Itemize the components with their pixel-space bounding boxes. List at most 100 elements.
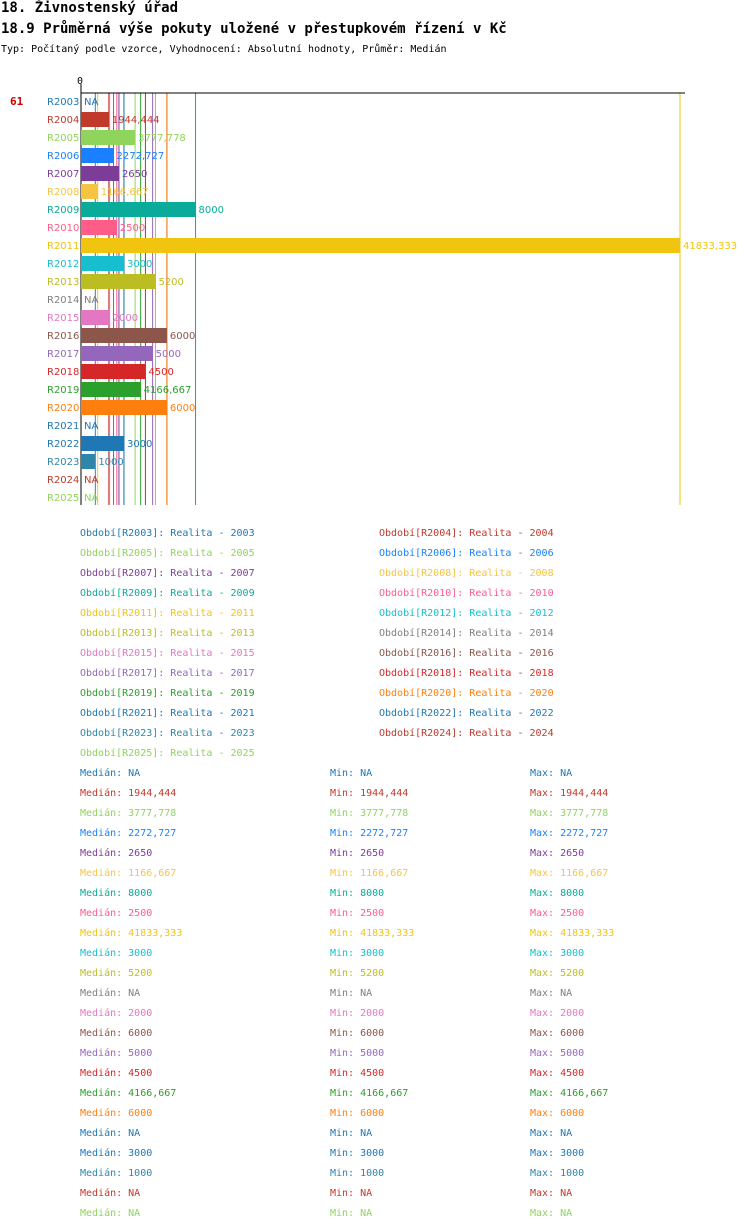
category-label: R2018 xyxy=(47,367,79,378)
category-label: R2007 xyxy=(47,169,79,180)
data-label: NA xyxy=(84,97,98,108)
stats-min: Min: 2500 xyxy=(330,908,385,919)
bar xyxy=(81,112,109,127)
category-label: R2019 xyxy=(47,385,79,396)
stats-min: Min: 4166,667 xyxy=(330,1088,409,1099)
stats-min: Min: 3777,778 xyxy=(330,808,409,819)
stats-median: Medián: 6000 xyxy=(80,1028,153,1039)
stats-max: Max: 1166,667 xyxy=(530,868,609,879)
stats-max: Max: 2272,727 xyxy=(530,828,609,839)
stats-median: Medián: 4166,667 xyxy=(80,1088,177,1099)
stats-min: Min: 2650 xyxy=(330,848,385,859)
stats-max: Max: 41833,333 xyxy=(530,928,615,939)
bar xyxy=(81,202,196,217)
stats-min: Min: NA xyxy=(330,988,373,999)
stats-min: Min: NA xyxy=(330,1188,373,1199)
bar xyxy=(81,130,136,145)
legend-entry: Období[R2009]: Realita - 2009 xyxy=(80,588,255,599)
bar xyxy=(81,310,110,325)
stats-median: Medián: 6000 xyxy=(80,1108,153,1119)
stats-min: Min: 1944,444 xyxy=(330,788,409,799)
stats-max: Max: 3000 xyxy=(530,1148,585,1159)
stats-min: Min: 5000 xyxy=(330,1048,385,1059)
chart-type-line: Typ: Počítaný podle vzorce, Vyhodnocení:… xyxy=(1,44,447,55)
legend-entry: Období[R2008]: Realita - 2008 xyxy=(379,568,554,579)
stats-median: Medián: 2650 xyxy=(80,848,153,859)
stats-min: Min: 1166,667 xyxy=(330,868,409,879)
legend-entry: Období[R2011]: Realita - 2011 xyxy=(80,608,255,619)
stats-min: Min: 2272,727 xyxy=(330,828,409,839)
stats-max: Max: 3777,778 xyxy=(530,808,609,819)
category-label: R2011 xyxy=(47,241,79,252)
stats-min: Min: 1000 xyxy=(330,1168,385,1179)
stats-max: Max: 1000 xyxy=(530,1168,585,1179)
data-label: NA xyxy=(84,421,98,432)
legend-entry: Období[R2004]: Realita - 2004 xyxy=(379,528,554,539)
data-label: 8000 xyxy=(199,205,224,216)
legend-entry: Období[R2005]: Realita - 2005 xyxy=(80,548,255,559)
bar xyxy=(81,364,146,379)
bar-chart: 0 61 R2003 NA R2004 1944,444 R2005 3777,778 R200… xyxy=(10,76,737,505)
bar xyxy=(81,220,117,235)
stats-min: Min: 6000 xyxy=(330,1028,385,1039)
category-label: R2023 xyxy=(47,457,79,468)
data-label: 4166,667 xyxy=(144,385,192,396)
category-label: R2017 xyxy=(47,349,79,360)
stats-max: Max: 2000 xyxy=(530,1008,585,1019)
stats-max: Max: NA xyxy=(530,1128,573,1139)
category-label: R2022 xyxy=(47,439,79,450)
stats-median: Medián: 3000 xyxy=(80,1148,153,1159)
data-label: 2000 xyxy=(113,313,138,324)
category-label: R2003 xyxy=(47,97,79,108)
stats-median: Medián: 8000 xyxy=(80,888,153,899)
stats-min: Min: 5200 xyxy=(330,968,385,979)
bar xyxy=(81,436,124,451)
stats-max: Max: 4166,667 xyxy=(530,1088,609,1099)
bar xyxy=(81,328,167,343)
stats-median: Medián: NA xyxy=(80,1188,141,1199)
bar xyxy=(81,274,156,289)
bar xyxy=(81,148,114,163)
stats-max: Max: 1944,444 xyxy=(530,788,609,799)
category-label: R2005 xyxy=(47,133,79,144)
stats-max: Max: 5200 xyxy=(530,968,585,979)
stats-median: Medián: 3000 xyxy=(80,948,153,959)
legend-entry: Období[R2007]: Realita - 2007 xyxy=(80,568,255,579)
data-label: 3000 xyxy=(127,259,152,270)
data-label: 6000 xyxy=(170,403,195,414)
data-label: 2272,727 xyxy=(117,151,165,162)
bar xyxy=(81,256,124,271)
stats-median: Medián: NA xyxy=(80,1208,141,1219)
bar xyxy=(81,454,96,469)
stats-min: Min: 41833,333 xyxy=(330,928,415,939)
stats-max: Max: 8000 xyxy=(530,888,585,899)
stats-max: Max: 2500 xyxy=(530,908,585,919)
stats-median: Medián: 3777,778 xyxy=(80,808,177,819)
stats-median: Medián: 41833,333 xyxy=(80,928,183,939)
stats-max: Max: 6000 xyxy=(530,1108,585,1119)
stats-max: Max: NA xyxy=(530,1188,573,1199)
stats-median: Medián: 1944,444 xyxy=(80,788,177,799)
data-label: 1166,667 xyxy=(101,187,149,198)
page-title: 18. Živnostenský úřad xyxy=(1,0,179,16)
category-label: R2016 xyxy=(47,331,79,342)
category-label: R2013 xyxy=(47,277,79,288)
stats-median: Medián: NA xyxy=(80,1128,141,1139)
bar xyxy=(81,184,98,199)
stats-median: Medián: 4500 xyxy=(80,1068,153,1079)
bar xyxy=(81,238,680,253)
data-label: 2500 xyxy=(120,223,145,234)
data-label: 5000 xyxy=(156,349,181,360)
legend-entry: Období[R2018]: Realita - 2018 xyxy=(379,668,554,679)
legend-entry: Období[R2023]: Realita - 2023 xyxy=(80,728,255,739)
legend-entry: Období[R2016]: Realita - 2016 xyxy=(379,648,554,659)
stats-median: Medián: 5000 xyxy=(80,1048,153,1059)
legend-entry: Období[R2019]: Realita - 2019 xyxy=(80,688,255,699)
data-label: 1944,444 xyxy=(112,115,160,126)
stats-max: Max: 5000 xyxy=(530,1048,585,1059)
legend-entry: Období[R2006]: Realita - 2006 xyxy=(379,548,554,559)
category-label: R2008 xyxy=(47,187,79,198)
legend-entry: Období[R2017]: Realita - 2017 xyxy=(80,668,255,679)
bar xyxy=(81,166,119,181)
category-label: R2010 xyxy=(47,223,79,234)
